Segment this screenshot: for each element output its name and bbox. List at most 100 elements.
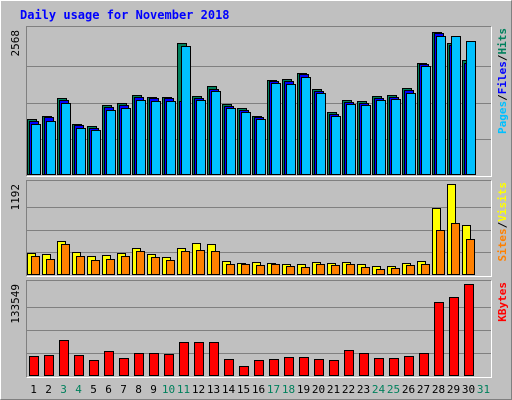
bar-pages <box>136 100 146 175</box>
x-tick-label: 29 <box>447 383 460 396</box>
bar-kbytes <box>449 297 459 376</box>
bar-pages <box>316 93 326 175</box>
bar-sites <box>61 244 70 275</box>
x-tick-label: 1 <box>30 383 37 396</box>
bar-pages <box>256 119 266 175</box>
x-axis-labels: 1 2 3 4 5 6 7 8 9 10 11 12 13 14 15 16 17 18 19 20 21 22 23 24 2… <box>30 383 490 396</box>
bar-pages <box>76 128 86 175</box>
bar-sites <box>376 269 385 275</box>
bar-kbytes <box>314 359 324 376</box>
x-tick-label: 2 <box>45 383 52 396</box>
panel-bevel-light <box>26 280 492 378</box>
legend-kbytes: KBytes <box>496 282 509 322</box>
bar-sites <box>31 256 40 275</box>
x-tick-label: 23 <box>357 383 370 396</box>
y-max-label: 1192 <box>9 184 22 211</box>
bar-pages <box>346 104 356 175</box>
legend-hits-files-pages: Pages/Files/Hits <box>496 28 509 134</box>
bar-kbytes <box>239 366 249 376</box>
x-tick-label: 5 <box>90 383 97 396</box>
bar-pages <box>406 93 416 175</box>
legend-entry: Hits <box>496 28 509 55</box>
bar-pages <box>466 41 476 175</box>
panel-bevel-light <box>26 26 492 177</box>
x-tick-label: 27 <box>417 383 430 396</box>
bar-pages <box>271 83 281 175</box>
bar-sites <box>271 264 280 275</box>
x-tick-label: 15 <box>237 383 250 396</box>
x-tick-label: 10 <box>162 383 175 396</box>
bar-sites <box>166 260 175 275</box>
bar-sites <box>121 256 130 275</box>
x-tick-label: 25 <box>387 383 400 396</box>
bar-kbytes <box>29 356 39 376</box>
bar-sites <box>436 230 445 275</box>
panel-bevel-dark <box>26 180 492 277</box>
bar-kbytes <box>254 360 264 376</box>
x-tick-label: 18 <box>282 383 295 396</box>
bar-kbytes <box>419 353 429 376</box>
bar-sites <box>301 267 310 275</box>
x-tick-label: 11 <box>177 383 190 396</box>
bar-kbytes <box>434 302 444 376</box>
bar-pages <box>286 84 296 175</box>
x-tick-label: 4 <box>75 383 82 396</box>
bar-sites <box>46 259 55 275</box>
bar-sites <box>346 264 355 275</box>
bar-kbytes <box>194 342 204 376</box>
bar-sites <box>151 257 160 275</box>
x-tick-label: 21 <box>327 383 340 396</box>
legend-entry: Pages <box>496 101 509 134</box>
bar-sites <box>76 256 85 275</box>
bar-pages <box>31 124 41 175</box>
bar-sites <box>106 259 115 275</box>
bar-sites <box>466 239 475 275</box>
bar-pages <box>376 100 386 175</box>
bar-kbytes <box>404 356 414 376</box>
legend-entry: / <box>496 94 509 101</box>
bar-kbytes <box>374 358 384 376</box>
legend-entry: Sites <box>496 228 509 261</box>
bar-sites <box>331 265 340 275</box>
series-pages <box>31 36 476 175</box>
bar-pages <box>421 66 431 175</box>
legend-entry: KBytes <box>496 282 509 322</box>
panel-bevel-dark <box>26 280 492 378</box>
bar-pages <box>436 36 446 175</box>
panel-bevel-dark <box>26 26 492 177</box>
bar-pages <box>196 100 206 175</box>
bar-pages <box>151 101 161 175</box>
x-tick-label: 9 <box>150 383 157 396</box>
panel-visits-sites: 1192 Sites/Visits <box>9 180 509 277</box>
bar-pages <box>241 112 251 175</box>
bar-sites <box>256 265 265 275</box>
bar-sites <box>421 264 430 275</box>
bar-kbytes <box>359 353 369 376</box>
bar-sites <box>211 251 220 275</box>
bar-kbytes <box>149 353 159 376</box>
bar-pages <box>361 105 371 175</box>
panel-bevel-light <box>26 180 492 277</box>
bar-sites <box>91 260 100 275</box>
x-tick-label: 13 <box>207 383 220 396</box>
series-kbytes <box>29 284 474 376</box>
bar-kbytes <box>59 340 69 376</box>
bar-pages <box>391 99 401 175</box>
legend-visits-sites: Sites/Visits <box>496 182 509 262</box>
bar-pages <box>211 91 221 175</box>
bar-kbytes <box>284 357 294 376</box>
bar-pages <box>301 77 311 175</box>
bar-kbytes <box>104 351 114 376</box>
bar-sites <box>241 264 250 275</box>
bar-sites <box>316 264 325 275</box>
bar-pages <box>331 116 341 175</box>
bar-sites <box>196 250 205 275</box>
bar-kbytes <box>299 357 309 376</box>
bar-kbytes <box>119 358 129 376</box>
y-max-label: 2568 <box>9 30 22 57</box>
x-tick-label: 16 <box>252 383 265 396</box>
bar-kbytes <box>164 354 174 376</box>
